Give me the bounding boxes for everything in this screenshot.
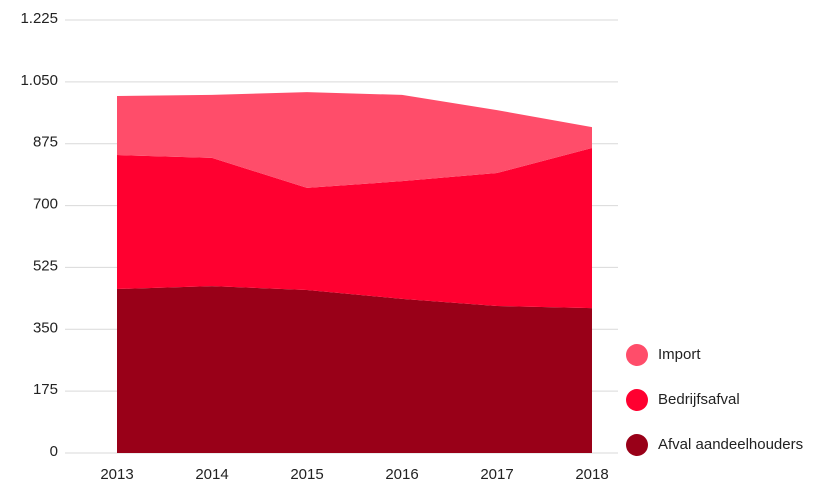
y-tick-label: 1.225 xyxy=(20,10,58,27)
y-tick-label: 525 xyxy=(33,257,58,274)
area xyxy=(117,286,592,453)
legend-label: Afval aandeelhouders xyxy=(658,436,803,453)
legend-label: Bedrijfsafval xyxy=(658,391,740,408)
x-tick-label: 2013 xyxy=(100,466,133,483)
legend-swatch xyxy=(626,434,648,456)
y-tick-label: 350 xyxy=(33,319,58,336)
area xyxy=(117,92,592,188)
legend-swatch xyxy=(626,344,648,366)
x-tick-label: 2017 xyxy=(480,466,513,483)
y-tick-label: 0 xyxy=(50,443,58,460)
x-tick-label: 2015 xyxy=(290,466,323,483)
y-tick-label: 700 xyxy=(33,196,58,213)
legend-swatch xyxy=(626,389,648,411)
y-tick-label: 175 xyxy=(33,381,58,398)
x-tick-label: 2016 xyxy=(385,466,418,483)
legend-label: Import xyxy=(658,346,701,363)
x-tick-label: 2018 xyxy=(575,466,608,483)
area xyxy=(117,147,592,309)
y-tick-label: 1.050 xyxy=(20,72,58,89)
x-tick-label: 2014 xyxy=(195,466,228,483)
y-tick-label: 875 xyxy=(33,134,58,151)
